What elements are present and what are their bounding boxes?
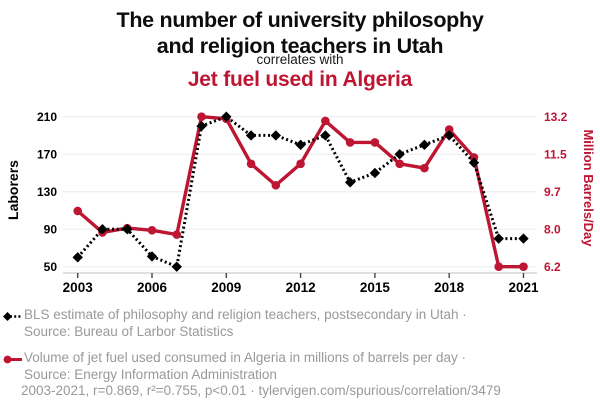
svg-text:2006: 2006 [137,280,168,295]
svg-text:Million Barrels/Day: Million Barrels/Day [581,129,596,247]
svg-text:2018: 2018 [434,280,465,295]
chart-legend: BLS estimate of philosophy and religion … [3,307,593,393]
chart-title: The number of university philosophy and … [0,7,600,59]
svg-text:210: 210 [37,110,57,124]
stats-citation: 2003-2021, r=0.869, r²=0.755, p<0.01 · t… [21,383,501,398]
legend-text-teachers: BLS estimate of philosophy and religion … [22,307,467,340]
svg-text:8.0: 8.0 [544,223,561,237]
svg-text:2009: 2009 [211,280,241,295]
svg-text:11.5: 11.5 [544,148,567,162]
svg-text:2003: 2003 [63,280,94,295]
svg-text:130: 130 [37,185,57,199]
svg-text:2021: 2021 [508,280,539,295]
legend-jetfuel-line1: Volume of jet fuel used consumed in Alge… [24,350,466,365]
svg-text:2012: 2012 [286,280,316,295]
legend-text-jetfuel: Volume of jet fuel used consumed in Alge… [22,350,466,383]
legend-teachers-line2: Source: Bureau of Larbor Statistics [24,323,234,339]
svg-text:90: 90 [44,223,58,237]
dual-axis-line-chart: 210 13.2 170 11.5 130 9.7 90 8.0 50 6.2 2003 2006 20… [5,110,596,295]
svg-text:Laborers: Laborers [5,160,21,220]
svg-text:6.2: 6.2 [544,260,561,274]
legend-row-jetfuel: Volume of jet fuel used consumed in Alge… [3,350,593,383]
correlates-with-label: correlates with [256,52,344,67]
svg-text:50: 50 [44,260,58,274]
svg-text:13.2: 13.2 [544,110,568,124]
svg-text:2015: 2015 [360,280,391,295]
svg-text:170: 170 [37,148,57,162]
chart-subtitle: Jet fuel used in Algeria [187,68,413,91]
svg-text:9.7: 9.7 [544,185,561,199]
chart-title-line1: The number of university philosophy [116,8,484,32]
teachers-series-marker-icon [3,312,22,321]
legend-teachers-line1: BLS estimate of philosophy and religion … [24,307,467,322]
chart-title-line2: and religion teachers in Utah [156,34,444,58]
legend-jetfuel-line2: Source: Energy Information Administratio… [24,366,277,382]
legend-row-teachers: BLS estimate of philosophy and religion … [3,307,593,340]
jetfuel-series-marker-icon [3,355,22,364]
